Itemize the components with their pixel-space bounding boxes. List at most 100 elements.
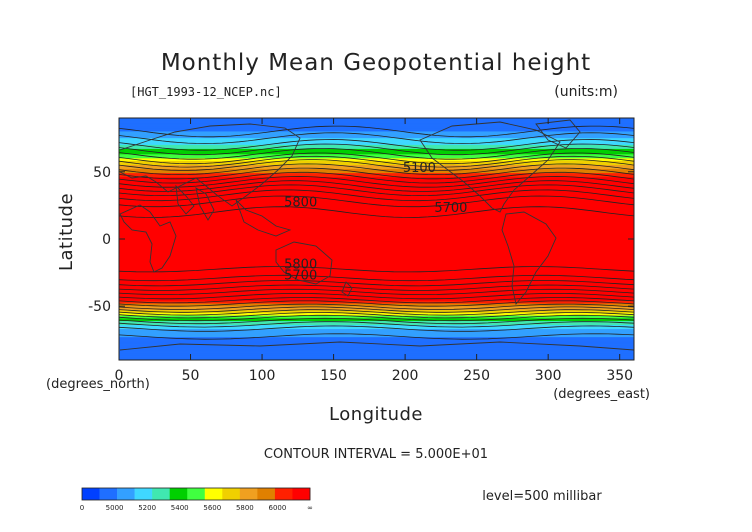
contour-line: [119, 284, 634, 291]
color-band: [119, 304, 634, 307]
color-band: [119, 260, 634, 263]
color-band: [119, 193, 634, 196]
coastline-nz: [341, 281, 353, 297]
color-band: [119, 239, 634, 241]
contour-line: [119, 266, 634, 273]
color-band: [119, 163, 634, 166]
contour-line: [119, 312, 634, 319]
color-band: [119, 208, 634, 211]
color-band: [119, 325, 634, 327]
color-band: [119, 209, 634, 212]
color-band: [119, 183, 634, 186]
color-band: [119, 271, 634, 274]
color-band: [119, 161, 634, 163]
color-band: [119, 187, 634, 190]
colorbar-swatch: [239, 488, 258, 500]
colorbar-tick-label: ∞: [307, 504, 313, 512]
colorbar-tick-label: 0: [80, 504, 84, 512]
color-band: [119, 159, 634, 162]
color-band: [119, 331, 634, 334]
colorbar-swatch: [274, 488, 293, 500]
x-tick-label: 200: [392, 368, 419, 384]
color-band: [119, 268, 634, 271]
color-band: [119, 226, 634, 229]
x-tick-label: 150: [320, 368, 347, 384]
color-band: [119, 179, 634, 182]
color-band: [119, 220, 634, 223]
colorbar-tick-label: 6000: [269, 504, 287, 512]
color-band: [119, 128, 634, 131]
contour-line: [119, 155, 634, 168]
color-band: [119, 221, 634, 224]
color-band: [119, 154, 634, 157]
color-band: [119, 327, 634, 330]
color-band: [119, 210, 634, 213]
color-band: [119, 217, 634, 220]
file-label: [HGT_1993-12_NCEP.nc]: [130, 85, 282, 99]
color-band: [119, 224, 634, 227]
color-band: [119, 212, 634, 215]
color-band: [119, 132, 634, 135]
color-band: [119, 218, 634, 221]
y-tick-label: 50: [93, 165, 111, 181]
color-band: [119, 330, 634, 333]
color-band: [119, 300, 634, 303]
color-band: [119, 263, 634, 266]
x-tick-label: 100: [249, 368, 276, 384]
y-unit-label: (degrees_north): [46, 377, 150, 392]
x-tick-label: 250: [463, 368, 490, 384]
contour-label: 5700: [434, 201, 467, 216]
color-band: [119, 265, 634, 268]
color-band: [119, 256, 634, 259]
contour-line: [119, 139, 634, 151]
color-band: [119, 229, 634, 232]
color-band: [119, 139, 634, 142]
contour-line: [119, 125, 634, 138]
color-band: [119, 185, 634, 188]
color-band: [119, 284, 634, 287]
contour-line: [119, 163, 634, 176]
color-band: [119, 166, 634, 169]
color-band: [119, 118, 634, 120]
color-band: [119, 341, 634, 344]
x-axis-label: Longitude: [329, 404, 423, 425]
color-band: [119, 190, 634, 193]
color-band: [119, 150, 634, 153]
coastline-antarctica: [119, 341, 634, 351]
contour-line: [119, 293, 634, 300]
color-band: [119, 136, 634, 139]
coastline-seasia: [235, 199, 292, 237]
contour-line: [119, 309, 634, 316]
contour-line: [119, 143, 634, 156]
color-band: [119, 237, 634, 240]
color-band: [119, 358, 634, 360]
colorbar-swatch: [204, 488, 223, 500]
contour-label: 5100: [403, 161, 436, 176]
colorbar: 0 5000 5200 5400 5600 5800 6000 ∞: [80, 487, 313, 512]
color-band: [119, 277, 634, 280]
contour-interval-label: CONTOUR INTERVAL = 5.000E+01: [264, 447, 488, 462]
color-band: [119, 347, 634, 350]
color-band: [119, 171, 634, 174]
color-band: [119, 329, 634, 332]
color-band: [119, 189, 634, 192]
color-band: [119, 321, 634, 323]
color-band: [119, 143, 634, 146]
color-band: [119, 354, 634, 357]
coastline-australia: [275, 241, 333, 285]
color-band: [119, 255, 634, 258]
color-band: [119, 131, 634, 134]
contour-label: 5800: [284, 196, 317, 211]
color-band: [119, 222, 634, 225]
color-band: [119, 334, 634, 337]
colorbar-frame: [81, 487, 311, 501]
color-band: [119, 245, 634, 248]
color-band: [119, 292, 634, 295]
color-band: [119, 247, 634, 250]
color-band: [119, 279, 634, 282]
contour-line: [119, 314, 634, 322]
x-unit-label: (degrees_east): [553, 387, 650, 402]
